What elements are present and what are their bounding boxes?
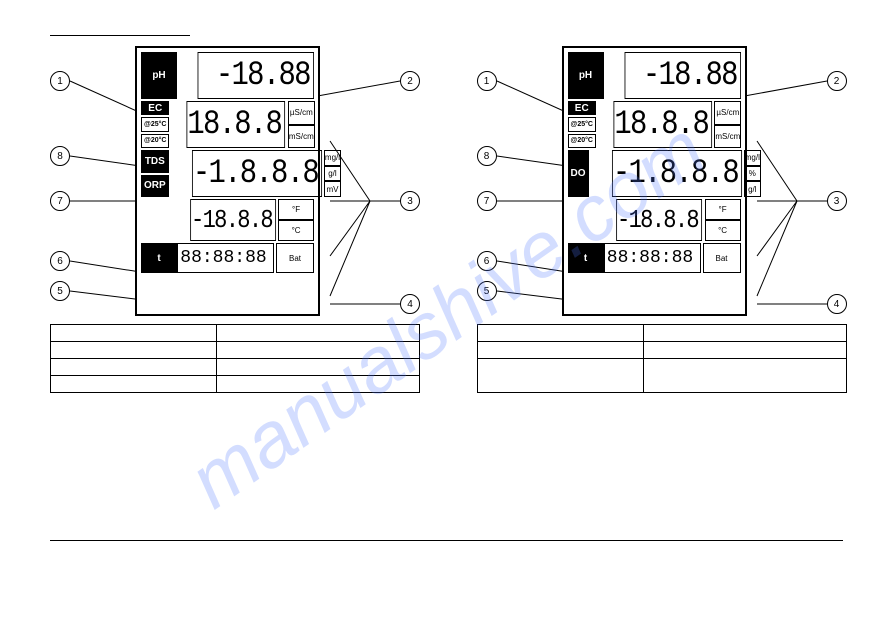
row-tds-orp: TDS ORP -1.8.8.8 mg/l g/l mV — [141, 150, 314, 197]
callout-7: 7 — [477, 191, 497, 211]
callout-4: 4 — [400, 294, 420, 314]
row-ec: EC @25°C @20°C 18.8.8 µS/cm mS/cm — [568, 101, 741, 148]
unit-gl: g/l — [744, 181, 761, 197]
ph-tag: pH — [568, 52, 604, 99]
unit-c: °C — [705, 220, 741, 241]
unit-c: °C — [278, 220, 314, 241]
callout-3: 3 — [827, 191, 847, 211]
orp-tag: ORP — [141, 175, 169, 198]
ec-25c: @25°C — [568, 117, 596, 131]
ph-tag: pH — [141, 52, 177, 99]
top-rule — [50, 35, 190, 36]
callout-6: 6 — [477, 251, 497, 271]
right-panel: 1 2 3 4 5 6 7 8 pH -18.88 EC @25°C @20°C — [477, 46, 844, 366]
unit-uscm: µS/cm — [288, 101, 315, 125]
tds-tag: TDS — [141, 150, 169, 173]
unit-uscm: µS/cm — [714, 101, 741, 125]
callout-8: 8 — [477, 146, 497, 166]
table-row — [477, 342, 846, 359]
left-spec-table — [50, 324, 420, 393]
unit-f: °F — [705, 199, 741, 220]
callout-5: 5 — [477, 281, 497, 301]
row-ph: pH -18.88 — [568, 52, 741, 99]
unit-bat: Bat — [276, 243, 314, 273]
ec-digits: 18.8.8 — [187, 101, 286, 148]
unit-mgl: mg/l — [324, 150, 341, 166]
ec-20c: @20°C — [568, 134, 596, 148]
callout-3: 3 — [400, 191, 420, 211]
table-row — [477, 359, 846, 393]
unit-bat: Bat — [703, 243, 741, 273]
do-digits: -1.8.8.8 — [611, 150, 741, 197]
callout-2: 2 — [400, 71, 420, 91]
unit-f: °F — [278, 199, 314, 220]
unit-mv: mV — [324, 181, 341, 197]
page: 1 2 3 4 5 6 7 8 pH -18.88 EC @25°C @20 — [50, 35, 843, 366]
left-panel: 1 2 3 4 5 6 7 8 pH -18.88 EC @25°C @20 — [50, 46, 417, 366]
right-spec-table — [477, 324, 847, 393]
unit-pct: % — [744, 166, 761, 182]
t-tag: t — [568, 243, 604, 273]
ec-tag: EC — [141, 101, 169, 115]
unit-mscm: mS/cm — [288, 125, 315, 149]
table-row — [51, 325, 420, 342]
ph-digits: -18.88 — [624, 52, 740, 99]
temp-digits: -18.8.8 — [190, 199, 276, 241]
row-ec: EC @25°C @20°C 18.8.8 µS/cm mS/cm — [141, 101, 314, 148]
t-tag: t — [141, 243, 177, 273]
ec-digits: 18.8.8 — [613, 101, 712, 148]
callout-5: 5 — [50, 281, 70, 301]
panels-container: 1 2 3 4 5 6 7 8 pH -18.88 EC @25°C @20 — [50, 46, 843, 366]
right-device-display: pH -18.88 EC @25°C @20°C 18.8.8 µS/cm mS… — [562, 46, 747, 316]
callout-6: 6 — [50, 251, 70, 271]
callout-2: 2 — [827, 71, 847, 91]
callout-1: 1 — [50, 71, 70, 91]
callout-8: 8 — [50, 146, 70, 166]
ph-digits: -18.88 — [198, 52, 314, 99]
unit-gl: g/l — [324, 166, 341, 182]
left-device-display: pH -18.88 EC @25°C @20°C 18.8.8 µS/cm mS… — [135, 46, 320, 316]
tds-digits: -1.8.8.8 — [192, 150, 322, 197]
callout-4: 4 — [827, 294, 847, 314]
row-do: DO -1.8.8.8 mg/l % g/l — [568, 150, 741, 197]
table-row — [51, 359, 420, 376]
row-temp: -18.8.8 °F °C — [568, 199, 741, 241]
table-row — [477, 325, 846, 342]
unit-mgl: mg/l — [744, 150, 761, 166]
callout-7: 7 — [50, 191, 70, 211]
callout-1: 1 — [477, 71, 497, 91]
row-ph: pH -18.88 — [141, 52, 314, 99]
temp-digits: -18.8.8 — [617, 199, 703, 241]
ec-20c: @20°C — [141, 134, 169, 148]
row-temp: -18.8.8 °F °C — [141, 199, 314, 241]
footer-rule — [50, 540, 843, 541]
table-row — [51, 342, 420, 359]
clock-digits: 88:88:88 — [604, 243, 701, 273]
table-row — [51, 376, 420, 393]
do-tag: DO — [568, 150, 589, 197]
ec-tag: EC — [568, 101, 596, 115]
row-clock: t 88:88:88 Bat — [568, 243, 741, 273]
row-clock: t 88:88:88 Bat — [141, 243, 314, 273]
unit-mscm: mS/cm — [714, 125, 741, 149]
clock-digits: 88:88:88 — [177, 243, 274, 273]
ec-25c: @25°C — [141, 117, 169, 131]
